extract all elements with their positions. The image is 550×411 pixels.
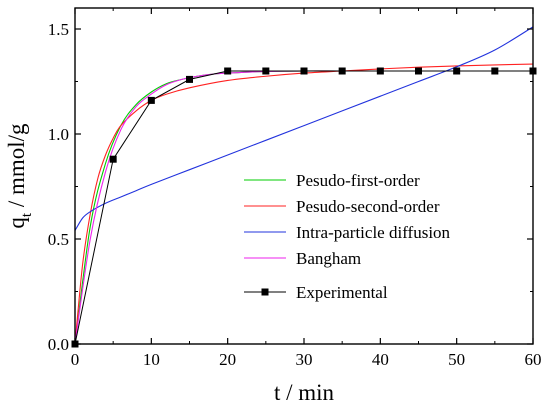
y-tick-labels: 0.0 0.5 1.0 1.5 (48, 20, 69, 354)
legend-label-pesudo-second-order: Pesudo-second-order (296, 197, 440, 216)
data-point-experimental (491, 67, 499, 75)
y-axis-title-rest: / mmol/g (4, 123, 29, 213)
legend: Pesudo-first-order Pesudo-second-order Int… (244, 171, 451, 302)
data-point-experimental (147, 96, 155, 104)
legend-label-intra-particle-diffusion: Intra-particle diffusion (296, 223, 451, 242)
data-point-experimental (376, 67, 384, 75)
data-point-experimental (262, 67, 270, 75)
y-axis-title-main: q (4, 217, 29, 229)
legend-marker-experimental (261, 288, 269, 296)
axis-ticks (74, 8, 534, 345)
data-point-experimental (300, 67, 308, 75)
x-axis-title: t / min (274, 380, 335, 405)
legend-label-pesudo-first-order: Pesudo-first-order (296, 171, 420, 190)
legend-label-experimental: Experimental (296, 283, 388, 302)
y-axis-title-subscript: t (19, 212, 35, 217)
x-tick-label: 60 (525, 350, 542, 369)
x-tick-label: 10 (143, 350, 160, 369)
x-tick-label: 20 (219, 350, 236, 369)
series-line-intra-particle-diffusion (74, 26, 534, 231)
y-tick-label: 1.5 (48, 20, 69, 39)
x-tick-labels: 0 10 20 30 40 50 60 (71, 350, 542, 369)
data-point-experimental (415, 67, 422, 75)
x-tick-label: 30 (296, 350, 313, 369)
x-tick-label: 40 (372, 350, 389, 369)
data-point-experimental (453, 67, 461, 75)
y-axis-title: qt / mmol/g (4, 123, 35, 229)
series-line-pesudo-second-order (74, 63, 534, 345)
y-tick-label: 1.0 (48, 125, 69, 144)
data-point-experimental (338, 67, 346, 75)
data-point-experimental (224, 67, 232, 75)
y-tick-label: 0.5 (48, 230, 69, 249)
legend-label-bangham: Bangham (296, 249, 361, 268)
data-point-experimental (186, 75, 193, 83)
x-tick-label: 50 (448, 350, 465, 369)
x-tick-label: 0 (71, 350, 80, 369)
y-tick-label: 0.0 (48, 335, 69, 354)
data-point-experimental (109, 155, 117, 163)
